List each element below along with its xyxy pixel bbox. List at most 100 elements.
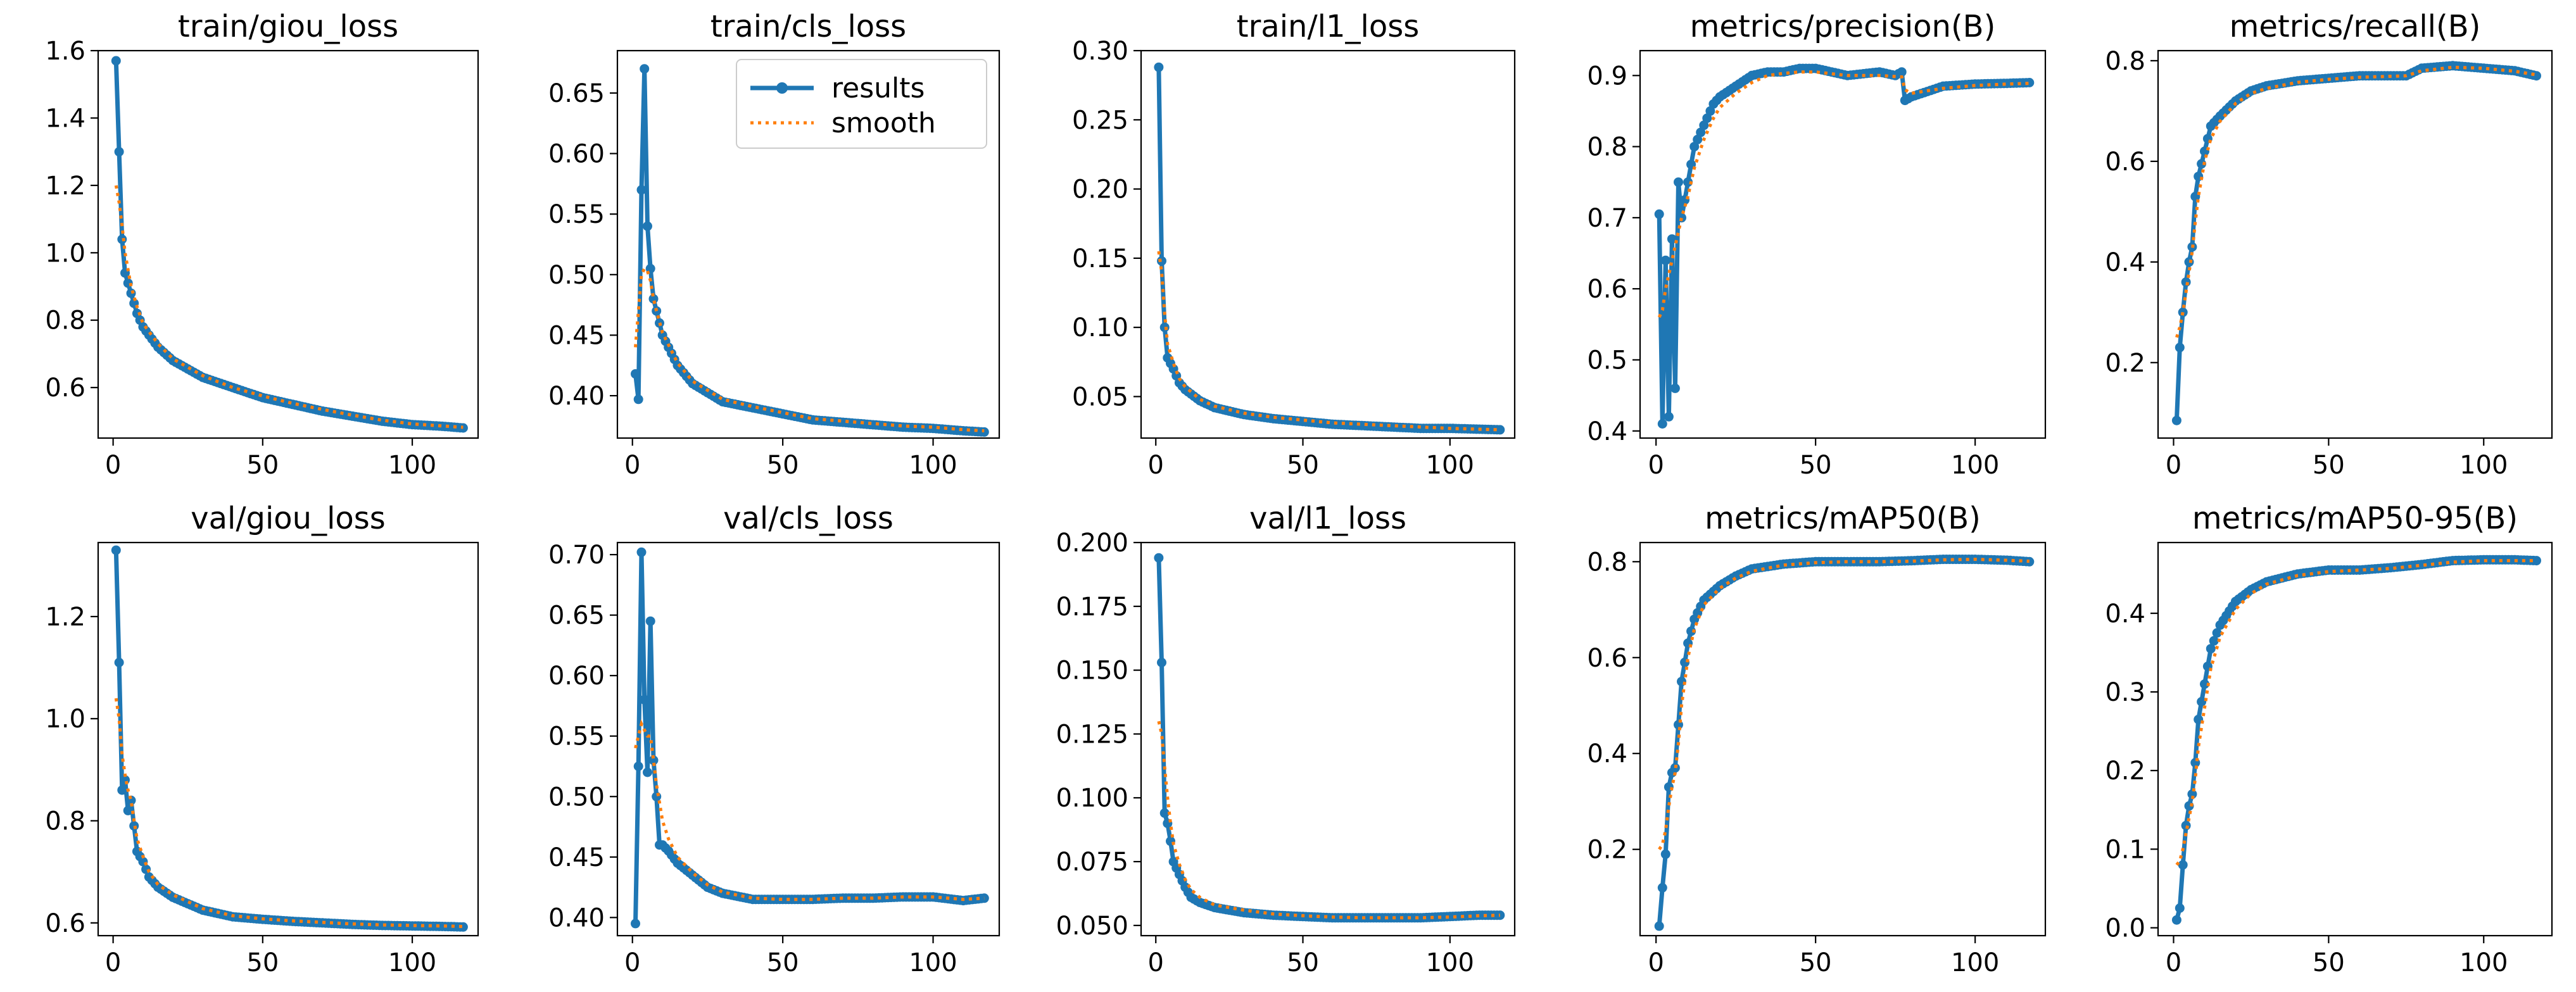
panel-metrics-precision-b: metrics/precision(B) 0 50 100 0.4 0.5 0.6 0.7 0.… [1587, 9, 2047, 480]
y-tick-label: 0.30 [1072, 37, 1128, 66]
x-tick-label: 50 [246, 451, 279, 480]
panel-train-l1-loss: train/l1_loss 0 50 100 0.05 0.10 0.15 0.20 0.25 0… [1072, 9, 1516, 480]
plot-frame [1639, 541, 2047, 937]
x-tick-label: 0 [1648, 948, 1664, 977]
x-tick-label: 50 [767, 948, 799, 977]
results-point [1670, 383, 1680, 393]
results-point [648, 294, 659, 304]
results-point [2197, 697, 2207, 706]
results-point [643, 767, 652, 777]
chart-title: train/cls_loss [710, 9, 906, 44]
results-point [126, 288, 136, 298]
results-point [636, 185, 647, 195]
chart-title: val/cls_loss [723, 501, 893, 536]
results-point [458, 423, 468, 433]
chart-title: val/giou_loss [191, 501, 386, 536]
y-tick-label: 0.100 [1056, 784, 1128, 813]
y-tick-label: 0.9 [1587, 61, 1627, 91]
results-point [1683, 177, 1693, 187]
results-series-line [1156, 555, 1503, 920]
y-tick-label: 0.6 [45, 909, 85, 938]
y-tick-label: 1.0 [45, 239, 85, 268]
chart-title: metrics/recall(B) [2230, 9, 2481, 44]
results-point [640, 694, 650, 705]
results-point [1495, 425, 1505, 435]
y-tick-label: 0.150 [1056, 656, 1128, 686]
y-tick-label: 0.1 [2105, 835, 2145, 864]
plot-frame [616, 49, 1001, 439]
x-tick-label: 50 [1800, 948, 1832, 977]
smooth-series-line [114, 185, 464, 429]
results-point [1664, 411, 1674, 422]
panel-metrics-map50-95-b: metrics/mAP50-95(B) 0 50 100 0.0 0.1 0.2 0.3 0.4 [2105, 501, 2553, 977]
results-point [633, 762, 643, 771]
panel-metrics-recall-b: metrics/recall(B) 0 50 100 0.2 0.4 0.6 0.8 [2105, 9, 2553, 480]
panel-val-giou-loss: val/giou_loss 0 50 100 0.6 0.8 1.0 1.2 [45, 501, 479, 977]
results-point [645, 616, 655, 626]
x-tick-label: 0 [2166, 948, 2181, 977]
y-tick-label: 0.60 [548, 662, 605, 691]
chart-title: metrics/mAP50(B) [1705, 501, 1981, 536]
x-tick-label: 100 [388, 948, 436, 977]
x-tick-label: 100 [1951, 451, 1999, 480]
y-tick-label: 0.5 [1587, 346, 1627, 375]
legend-smooth-label: smooth [831, 107, 936, 139]
x-tick-label: 0 [1148, 948, 1164, 977]
results-point [979, 427, 989, 437]
results-point [1705, 106, 1715, 116]
y-tick-label: 1.0 [45, 705, 85, 734]
y-tick-label: 0.50 [548, 261, 605, 290]
y-tick-label: 0.2 [2105, 757, 2145, 786]
x-tick-label: 100 [2459, 948, 2508, 977]
results-point [633, 394, 643, 405]
x-tick-label: 100 [909, 948, 957, 977]
y-tick-label: 0.50 [548, 782, 605, 812]
y-tick-label: 0.075 [1056, 848, 1128, 877]
plot-frame [2157, 541, 2553, 937]
chart-title: train/giou_loss [178, 9, 398, 44]
y-tick-label: 0.40 [548, 382, 605, 411]
y-tick-label: 0.125 [1056, 720, 1128, 749]
results-point [2175, 903, 2185, 913]
results-point [2175, 342, 2185, 353]
results-point [117, 785, 127, 795]
legend-results-marker [776, 82, 788, 94]
y-tick-label: 0.4 [1587, 417, 1627, 446]
y-tick-label: 0.6 [1587, 644, 1627, 673]
y-tick-label: 0.2 [1587, 836, 1627, 865]
results-point [631, 369, 640, 379]
results-point [123, 805, 133, 815]
y-tick-label: 0.65 [548, 79, 605, 108]
results-point [1660, 849, 1670, 859]
y-tick-label: 0.3 [2105, 678, 2145, 707]
y-tick-label: 0.8 [1587, 133, 1627, 162]
y-tick-label: 0.2 [2105, 349, 2145, 378]
y-tick-label: 0.45 [548, 321, 605, 350]
x-tick-label: 100 [1426, 948, 1474, 977]
results-point [1677, 213, 1686, 223]
y-tick-label: 0.4 [1587, 739, 1627, 769]
plot-frame [1140, 49, 1516, 439]
results-point [111, 56, 121, 66]
y-tick-label: 1.4 [45, 104, 85, 133]
plot-frame [1639, 49, 2047, 439]
results-point [1654, 921, 1664, 931]
chart-title: val/l1_loss [1249, 501, 1406, 536]
results-point [1689, 142, 1700, 152]
y-tick-label: 1.2 [45, 603, 85, 632]
x-tick-label: 50 [1800, 451, 1832, 480]
results-series-line [113, 58, 465, 430]
results-series-line [113, 548, 465, 929]
results-point [2197, 159, 2207, 169]
y-tick-label: 0.60 [548, 140, 605, 169]
x-tick-label: 0 [105, 451, 121, 480]
results-point [648, 755, 659, 765]
smooth-series-line [2175, 559, 2537, 866]
results-point [631, 919, 640, 929]
results-point [1157, 658, 1166, 667]
results-point [2209, 636, 2219, 646]
smooth-series-line [634, 719, 985, 901]
x-tick-label: 100 [909, 451, 957, 480]
smooth-series-line [1157, 720, 1500, 920]
